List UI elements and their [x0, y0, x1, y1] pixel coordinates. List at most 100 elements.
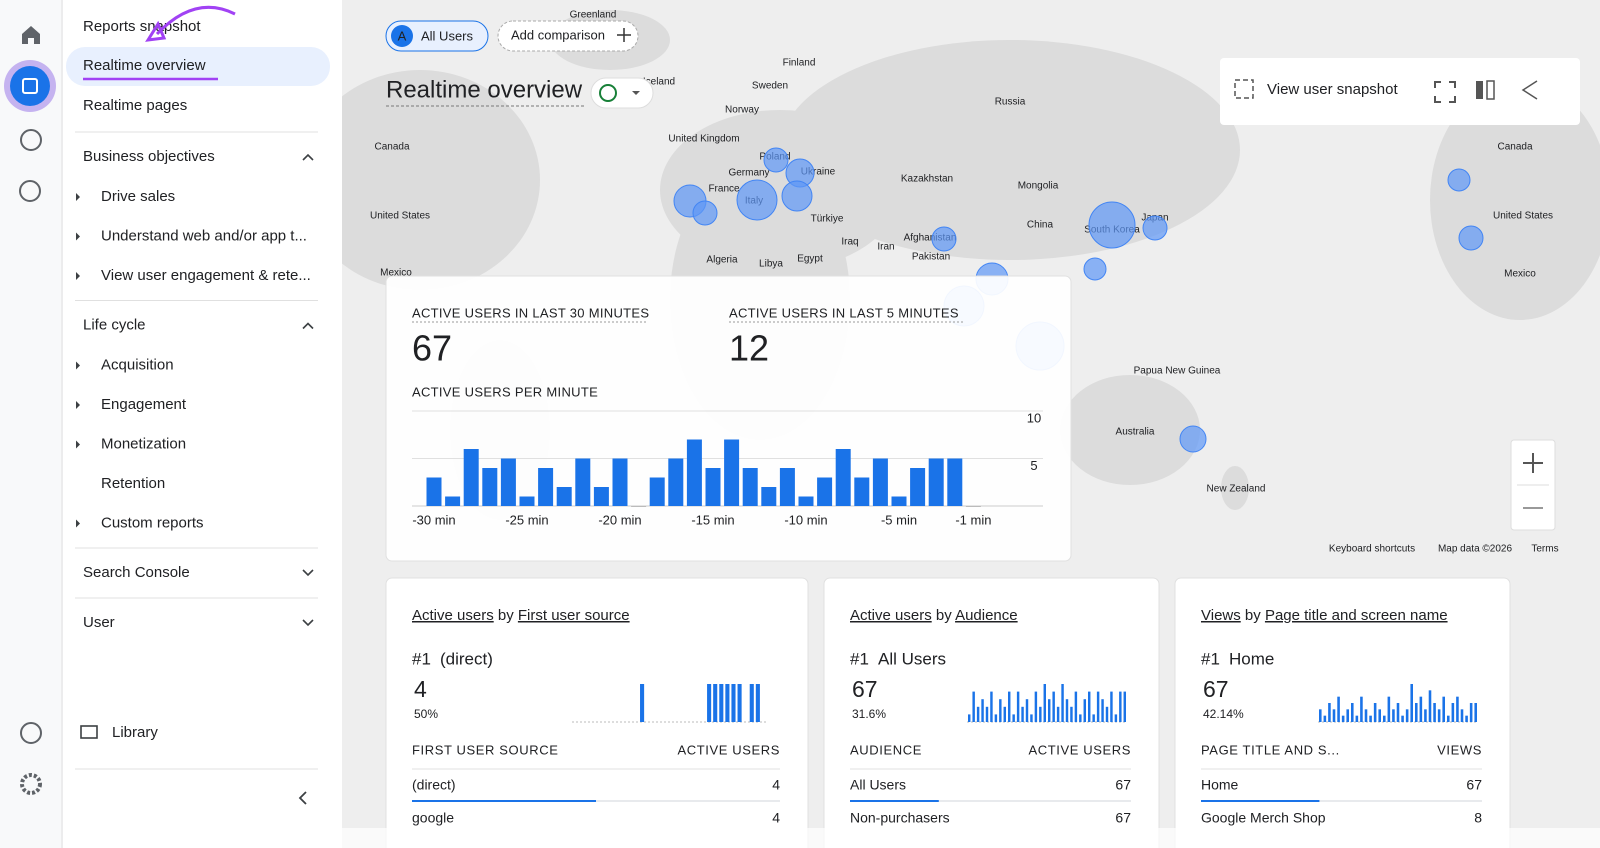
map-label: Mexico	[1504, 269, 1536, 280]
spark-bar	[1061, 684, 1064, 722]
nav-caret	[76, 519, 80, 528]
card-title-part: Active users	[850, 607, 932, 624]
bar	[928, 458, 944, 506]
nav-library[interactable]: Library	[112, 724, 158, 741]
nav-section[interactable]: Search Console	[83, 564, 190, 581]
spark-bar	[1442, 696, 1445, 722]
map-label: Iraq	[841, 237, 858, 248]
spark-bar	[1433, 703, 1436, 722]
bar	[817, 477, 833, 506]
nav-item[interactable]: Retention	[101, 475, 165, 492]
map-footer: Map data ©2026	[1438, 544, 1513, 555]
bar	[761, 487, 777, 506]
nav-item[interactable]: Drive sales	[101, 188, 175, 205]
spark-bar	[981, 699, 984, 722]
nav-section[interactable]: Life cycle	[83, 316, 146, 333]
top-value: 67	[1203, 676, 1229, 702]
spark-bar	[1415, 703, 1418, 722]
x-tick-label: -20 min	[598, 512, 641, 527]
map-bubble	[763, 147, 789, 173]
map-footer[interactable]: Keyboard shortcuts	[1329, 544, 1415, 555]
row-label[interactable]: All Users	[850, 777, 906, 793]
spark-bar	[755, 684, 760, 722]
nav-caret	[76, 440, 80, 449]
x-tick-label: -30 min	[412, 512, 455, 527]
bar	[631, 506, 647, 507]
x-tick-label: -1 min	[955, 512, 991, 527]
row-value: 4	[772, 777, 780, 793]
row-value: 8	[1474, 810, 1482, 826]
row-label[interactable]: google	[412, 810, 454, 826]
row-label[interactable]: Google Merch Shop	[1201, 810, 1326, 826]
nav-item[interactable]: Monetization	[101, 435, 186, 452]
nav-item[interactable]: Reports snapshot	[83, 18, 201, 35]
row-value: 67	[1115, 777, 1131, 793]
spark-bar	[990, 691, 993, 722]
add-comparison-label[interactable]: Add comparison	[511, 27, 605, 42]
map-label: Mongolia	[1018, 181, 1059, 192]
nav-item[interactable]: Custom reports	[101, 514, 204, 531]
spark-bar	[999, 699, 1002, 722]
card-title-part: Active users	[412, 607, 494, 624]
card-title: Active users by Audience	[850, 607, 1018, 624]
view-snapshot[interactable]: View user snapshot	[1267, 81, 1398, 98]
bar	[445, 496, 461, 506]
nav-item[interactable]: Understand web and/or app t...	[101, 227, 307, 244]
spark-bar	[1074, 691, 1078, 722]
spark-bar	[1119, 691, 1122, 722]
column-header: ACTIVE USERS	[1028, 742, 1131, 757]
bar	[854, 477, 870, 506]
top-share: 50%	[414, 707, 438, 721]
spark-bar	[1369, 715, 1372, 722]
nav-section[interactable]: Business objectives	[83, 148, 215, 165]
bar	[872, 458, 888, 506]
bar	[891, 496, 907, 506]
nav-section[interactable]: User	[83, 614, 115, 631]
row-label[interactable]: Non-purchasers	[850, 810, 950, 826]
bar	[724, 439, 740, 506]
spark-bar	[968, 714, 971, 722]
column-header: VIEWS	[1437, 742, 1482, 757]
spark-bar	[1012, 714, 1015, 722]
map-label: New Zealand	[1207, 484, 1266, 495]
row-label[interactable]: Home	[1201, 777, 1239, 793]
column-header: ACTIVE USERS	[677, 742, 780, 757]
library-icon	[80, 725, 98, 739]
spark-bar	[1474, 703, 1477, 722]
segment-name[interactable]: All Users	[421, 28, 474, 43]
map-label: Kazakhstan	[901, 174, 953, 185]
top-value: 4	[414, 676, 427, 702]
metric-value: 12	[729, 328, 769, 369]
nav-item[interactable]: Realtime overview	[83, 57, 206, 74]
reports-glyph	[22, 78, 38, 94]
card-title-part: by	[494, 607, 518, 624]
nav-item[interactable]: Acquisition	[101, 356, 174, 373]
bar	[538, 468, 554, 506]
row-label[interactable]: (direct)	[412, 777, 456, 793]
admin-check-icon	[20, 722, 42, 744]
segment-badge: A	[398, 28, 407, 43]
nav-item[interactable]: Engagement	[101, 396, 187, 413]
bar	[426, 477, 442, 506]
column-header: FIRST USER SOURCE	[412, 742, 558, 757]
map-footer[interactable]: Terms	[1531, 544, 1558, 555]
bar	[556, 487, 572, 506]
nav-item[interactable]: Realtime pages	[83, 97, 187, 114]
share-icon	[1521, 80, 1538, 100]
map-label: China	[1027, 220, 1054, 231]
spark-bar	[713, 684, 718, 722]
status-dropdown	[632, 91, 640, 95]
spark-bar	[1025, 699, 1029, 722]
spark-bar	[1323, 715, 1327, 722]
bar	[705, 468, 721, 506]
chart-title: ACTIVE USERS PER MINUTE	[412, 384, 598, 399]
x-tick-label: -15 min	[691, 512, 734, 527]
spark-bar	[1373, 703, 1377, 722]
map-bubble	[1083, 257, 1107, 281]
x-tick-label: -25 min	[505, 512, 548, 527]
spark-bar	[976, 706, 980, 722]
toolbar-box	[1220, 58, 1580, 125]
nav-item[interactable]: View user engagement & rete...	[101, 267, 311, 284]
bar	[798, 496, 814, 506]
card-title-part: Audience	[955, 607, 1018, 624]
